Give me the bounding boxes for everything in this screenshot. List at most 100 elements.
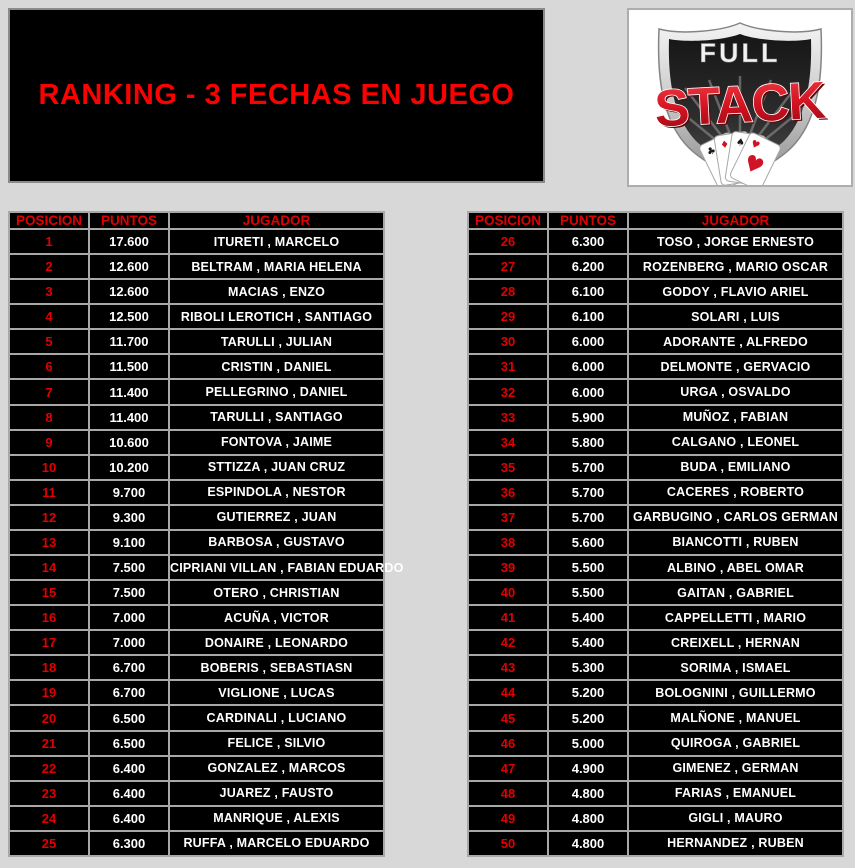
cell-jugador: SORIMA , ISMAEL: [629, 656, 842, 680]
cell-posicion: 36: [469, 480, 547, 504]
cell-puntos: 6.300: [90, 831, 168, 855]
table-row: 8 11.400 TARULLI , SANTIAGO: [10, 405, 383, 429]
table-row: 14 7.500 CIPRIANI VILLAN , FABIAN EDUARDO: [10, 556, 403, 580]
cell-jugador: VIGLIONE , LUCAS: [170, 681, 383, 705]
cell-jugador: BUDA , EMILIANO: [629, 455, 842, 479]
cell-jugador: GONZALEZ , MARCOS: [170, 756, 383, 780]
cell-jugador: RIBOLI LEROTICH , SANTIAGO: [170, 305, 383, 329]
logo-text-full: FULL: [700, 38, 781, 68]
table-row: 49 4.800 GIGLI , MAURO: [469, 806, 842, 830]
cell-puntos: 12.500: [90, 305, 168, 329]
cell-puntos: 7.000: [90, 631, 168, 655]
table-row: 15 7.500 OTERO , CHRISTIAN: [10, 581, 383, 605]
table-row: 32 6.000 URGA , OSVALDO: [469, 380, 842, 404]
table-row: 24 6.400 MANRIQUE , ALEXIS: [10, 806, 383, 830]
cell-puntos: 6.700: [90, 656, 168, 680]
cell-jugador: ADORANTE , ALFREDO: [629, 330, 842, 354]
cell-posicion: 17: [10, 631, 88, 655]
cell-puntos: 7.500: [90, 556, 168, 580]
cell-posicion: 35: [469, 455, 547, 479]
cell-posicion: 27: [469, 255, 547, 279]
svg-text:♣: ♣: [705, 145, 718, 159]
cell-puntos: 11.400: [90, 380, 168, 404]
svg-text:♥: ♥: [749, 138, 762, 152]
table-header-row: POSICION PUNTOS JUGADOR: [10, 213, 383, 228]
cell-puntos: 5.800: [549, 430, 627, 454]
cell-jugador: ACUÑA , VICTOR: [170, 606, 383, 630]
cell-posicion: 18: [10, 656, 88, 680]
cell-jugador: BIANCOTTI , RUBEN: [629, 530, 842, 555]
cell-posicion: 14: [10, 556, 88, 580]
cell-posicion: 12: [10, 505, 88, 529]
cell-puntos: 17.600: [90, 230, 168, 254]
table-row: 34 5.800 CALGANO , LEONEL: [469, 430, 842, 454]
cell-posicion: 25: [10, 831, 88, 855]
cell-puntos: 4.800: [549, 781, 627, 805]
cell-jugador: CAPPELLETTI , MARIO: [629, 606, 842, 630]
cell-puntos: 5.400: [549, 631, 627, 655]
table-row: 10 10.200 STTIZZA , JUAN CRUZ: [10, 455, 383, 479]
cell-puntos: 9.300: [90, 505, 168, 529]
cell-jugador: CREIXELL , HERNAN: [629, 631, 842, 655]
cell-posicion: 1: [10, 230, 88, 254]
cell-jugador: SOLARI , LUIS: [629, 305, 842, 329]
table-row: 28 6.100 GODOY , FLAVIO ARIEL: [469, 280, 842, 304]
cell-puntos: 5.300: [549, 656, 627, 680]
cell-jugador: STTIZZA , JUAN CRUZ: [170, 455, 383, 479]
cell-puntos: 6.700: [90, 681, 168, 705]
cell-puntos: 5.400: [549, 606, 627, 630]
table-row: 6 11.500 CRISTIN , DANIEL: [10, 355, 383, 379]
table-row: 44 5.200 BOLOGNINI , GUILLERMO: [469, 681, 842, 705]
full-stack-logo: FULL ♣ ♣ ♦ ♦ ♠ ♠ ♥ ♥ STACK STACK: [652, 22, 830, 185]
col-header-posicion: POSICION: [10, 213, 88, 228]
cell-puntos: 5.200: [549, 706, 627, 730]
cell-posicion: 31: [469, 355, 547, 379]
cell-jugador: GUTIERREZ , JUAN: [170, 505, 383, 529]
cell-posicion: 50: [469, 831, 547, 855]
ranking-table-26-50: POSICION PUNTOS JUGADOR 26 6.300 TOSO , JO…: [467, 211, 844, 857]
logo-text-stack-shadow: STACK: [655, 73, 829, 140]
table-row: 17 7.000 DONAIRE , LEONARDO: [10, 631, 383, 655]
cell-posicion: 29: [469, 305, 547, 329]
cell-jugador: CRISTIN , DANIEL: [170, 355, 383, 379]
cell-puntos: 9.100: [90, 530, 168, 555]
cell-posicion: 47: [469, 756, 547, 780]
cell-puntos: 7.000: [90, 606, 168, 630]
cell-posicion: 28: [469, 280, 547, 304]
table-row: 27 6.200 ROZENBERG , MARIO OSCAR: [469, 255, 842, 279]
cell-posicion: 48: [469, 781, 547, 805]
table-row: 7 11.400 PELLEGRINO , DANIEL: [10, 380, 383, 404]
cell-posicion: 41: [469, 606, 547, 630]
table-row: 21 6.500 FELICE , SILVIO: [10, 731, 383, 755]
table-row: 18 6.700 BOBERIS , SEBASTIASN: [10, 656, 383, 680]
cell-jugador: MALÑONE , MANUEL: [629, 706, 842, 730]
logo-text-stack: STACK: [653, 72, 827, 139]
cell-jugador: ALBINO , ABEL OMAR: [629, 556, 842, 580]
table-row: 48 4.800 FARIAS , EMANUEL: [469, 781, 842, 805]
cell-puntos: 10.600: [90, 430, 168, 454]
cell-jugador: CALGANO , LEONEL: [629, 430, 842, 454]
table-row: 41 5.400 CAPPELLETTI , MARIO: [469, 606, 842, 630]
cell-jugador: PELLEGRINO , DANIEL: [170, 380, 383, 404]
cell-posicion: 6: [10, 355, 88, 379]
cell-puntos: 5.600: [549, 530, 627, 555]
cell-puntos: 4.800: [549, 806, 627, 830]
cell-puntos: 12.600: [90, 255, 168, 279]
cell-puntos: 6.000: [549, 330, 627, 354]
cell-puntos: 6.500: [90, 706, 168, 730]
table-row: 38 5.600 BIANCOTTI , RUBEN: [469, 530, 842, 555]
cell-puntos: 6.200: [549, 255, 627, 279]
cell-jugador: GARBUGINO , CARLOS GERMAN: [629, 505, 842, 529]
cell-posicion: 20: [10, 706, 88, 730]
table-row: 25 6.300 RUFFA , MARCELO EDUARDO: [10, 831, 383, 855]
table-row: 16 7.000 ACUÑA , VICTOR: [10, 606, 383, 630]
cell-jugador: ROZENBERG , MARIO OSCAR: [629, 255, 842, 279]
table-row: 35 5.700 BUDA , EMILIANO: [469, 455, 842, 479]
cell-posicion: 11: [10, 480, 88, 504]
ranking-table-1-25: POSICION PUNTOS JUGADOR 1 17.600 ITURETI ,…: [8, 211, 403, 857]
table-row: 12 9.300 GUTIERREZ , JUAN: [10, 505, 383, 529]
cell-jugador: BELTRAM , MARIA HELENA: [170, 255, 383, 279]
table-row: 33 5.900 MUÑOZ , FABIAN: [469, 405, 842, 429]
cell-puntos: 11.500: [90, 355, 168, 379]
cell-jugador: MACIAS , ENZO: [170, 280, 383, 304]
